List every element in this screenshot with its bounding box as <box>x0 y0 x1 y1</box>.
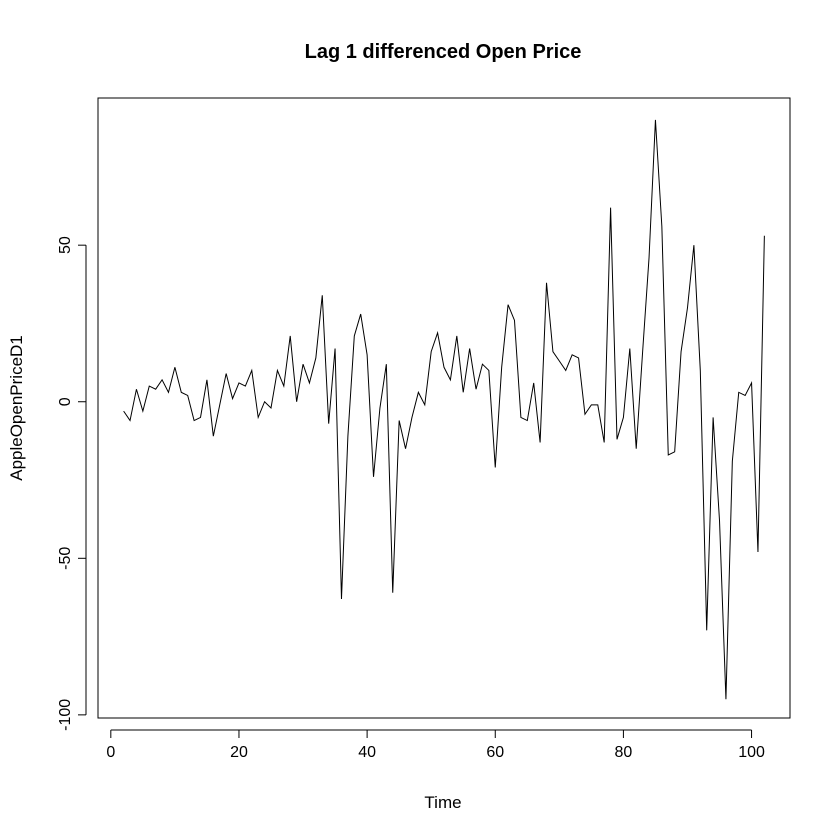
x-tick-label: 80 <box>615 744 633 761</box>
y-tick-label: -100 <box>57 699 74 731</box>
y-tick-label: 50 <box>57 236 74 254</box>
x-axis-label: Time <box>424 793 461 812</box>
x-axis: 0 20 40 60 80 100 <box>106 729 765 761</box>
y-axis-label: AppleOpenPriceD1 <box>7 335 26 481</box>
series-line <box>123 119 765 700</box>
y-tick-label: -50 <box>57 547 74 570</box>
x-tick-label: 20 <box>230 744 248 761</box>
y-tick-label: 0 <box>57 397 74 406</box>
x-tick-label: 0 <box>106 744 115 761</box>
x-tick-label: 100 <box>738 744 765 761</box>
y-axis: -100 -50 0 50 <box>57 236 87 731</box>
chart-title: Lag 1 differenced Open Price <box>305 41 582 63</box>
x-tick-label: 60 <box>486 744 504 761</box>
plot-frame <box>97 97 791 719</box>
x-tick-label: 40 <box>358 744 376 761</box>
